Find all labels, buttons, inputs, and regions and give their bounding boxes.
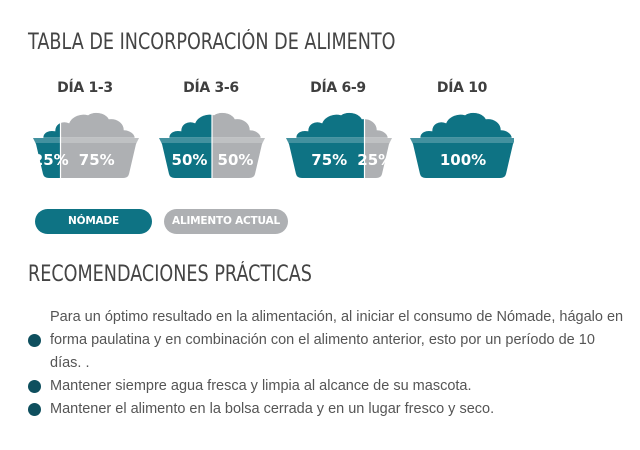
bowl-icon-day-3-6: 50% 50%: [159, 112, 265, 178]
bowl-icon-day-10: 100%: [410, 112, 514, 178]
bowl-portion-nomade: [33, 122, 61, 178]
legend-nomade: NÓMADE: [35, 209, 152, 234]
bowl-portion-nomade: [410, 112, 514, 178]
bowl-portion-actual: [364, 118, 392, 178]
recommendation-text: Para un óptimo resultado en la alimentac…: [50, 309, 624, 371]
bowl-label-nomade: 25%: [33, 151, 69, 169]
bullet-icon: [28, 403, 41, 416]
recommendations-list: Para un óptimo resultado en la alimentac…: [28, 306, 628, 421]
day-label-3: DÍA 6-9: [310, 80, 366, 96]
recommendation-text: Mantener siempre agua fresca y limpia al…: [50, 378, 472, 394]
recommendation-item: Mantener siempre agua fresca y limpia al…: [28, 375, 628, 398]
recommendations-title: RECOMENDACIONES PRÁCTICAS: [28, 262, 312, 287]
recommendation-item: Para un óptimo resultado en la alimentac…: [28, 306, 628, 375]
bullet-icon: [28, 334, 41, 347]
recommendation-text: Mantener el alimento en la bolsa cerrada…: [50, 401, 495, 417]
bullet-icon: [28, 380, 41, 393]
page-title: TABLA DE INCORPORACIÓN DE ALIMENTO: [28, 30, 396, 55]
bowl-label-actual: 50%: [218, 151, 254, 169]
day-label-2: DÍA 3-6: [183, 80, 239, 96]
bowl-icon-day-1-3: 25% 75%: [33, 112, 139, 178]
bowl-label-nomade: 75%: [311, 151, 347, 169]
bowl-portion-nomade: [286, 112, 365, 178]
day-label-4: DÍA 10: [436, 80, 488, 96]
day-label-1: DÍA 1-3: [57, 80, 113, 96]
bowl-icon-day-6-9: 75% 25%: [286, 112, 393, 178]
legend-alimento-actual: ALIMENTO ACTUAL: [164, 209, 288, 234]
bowl-label-actual: 25%: [357, 151, 393, 169]
bowl-label-nomade: 50%: [172, 151, 208, 169]
bowl-label-nomade: 100%: [440, 151, 486, 169]
bowl-portion-nomade: [159, 114, 212, 178]
recommendation-item: Mantener el alimento en la bolsa cerrada…: [28, 398, 628, 421]
bowl-label-actual: 75%: [79, 151, 115, 169]
bowl-portion-actual: [60, 112, 139, 178]
bowl-portion-actual: [212, 112, 265, 178]
